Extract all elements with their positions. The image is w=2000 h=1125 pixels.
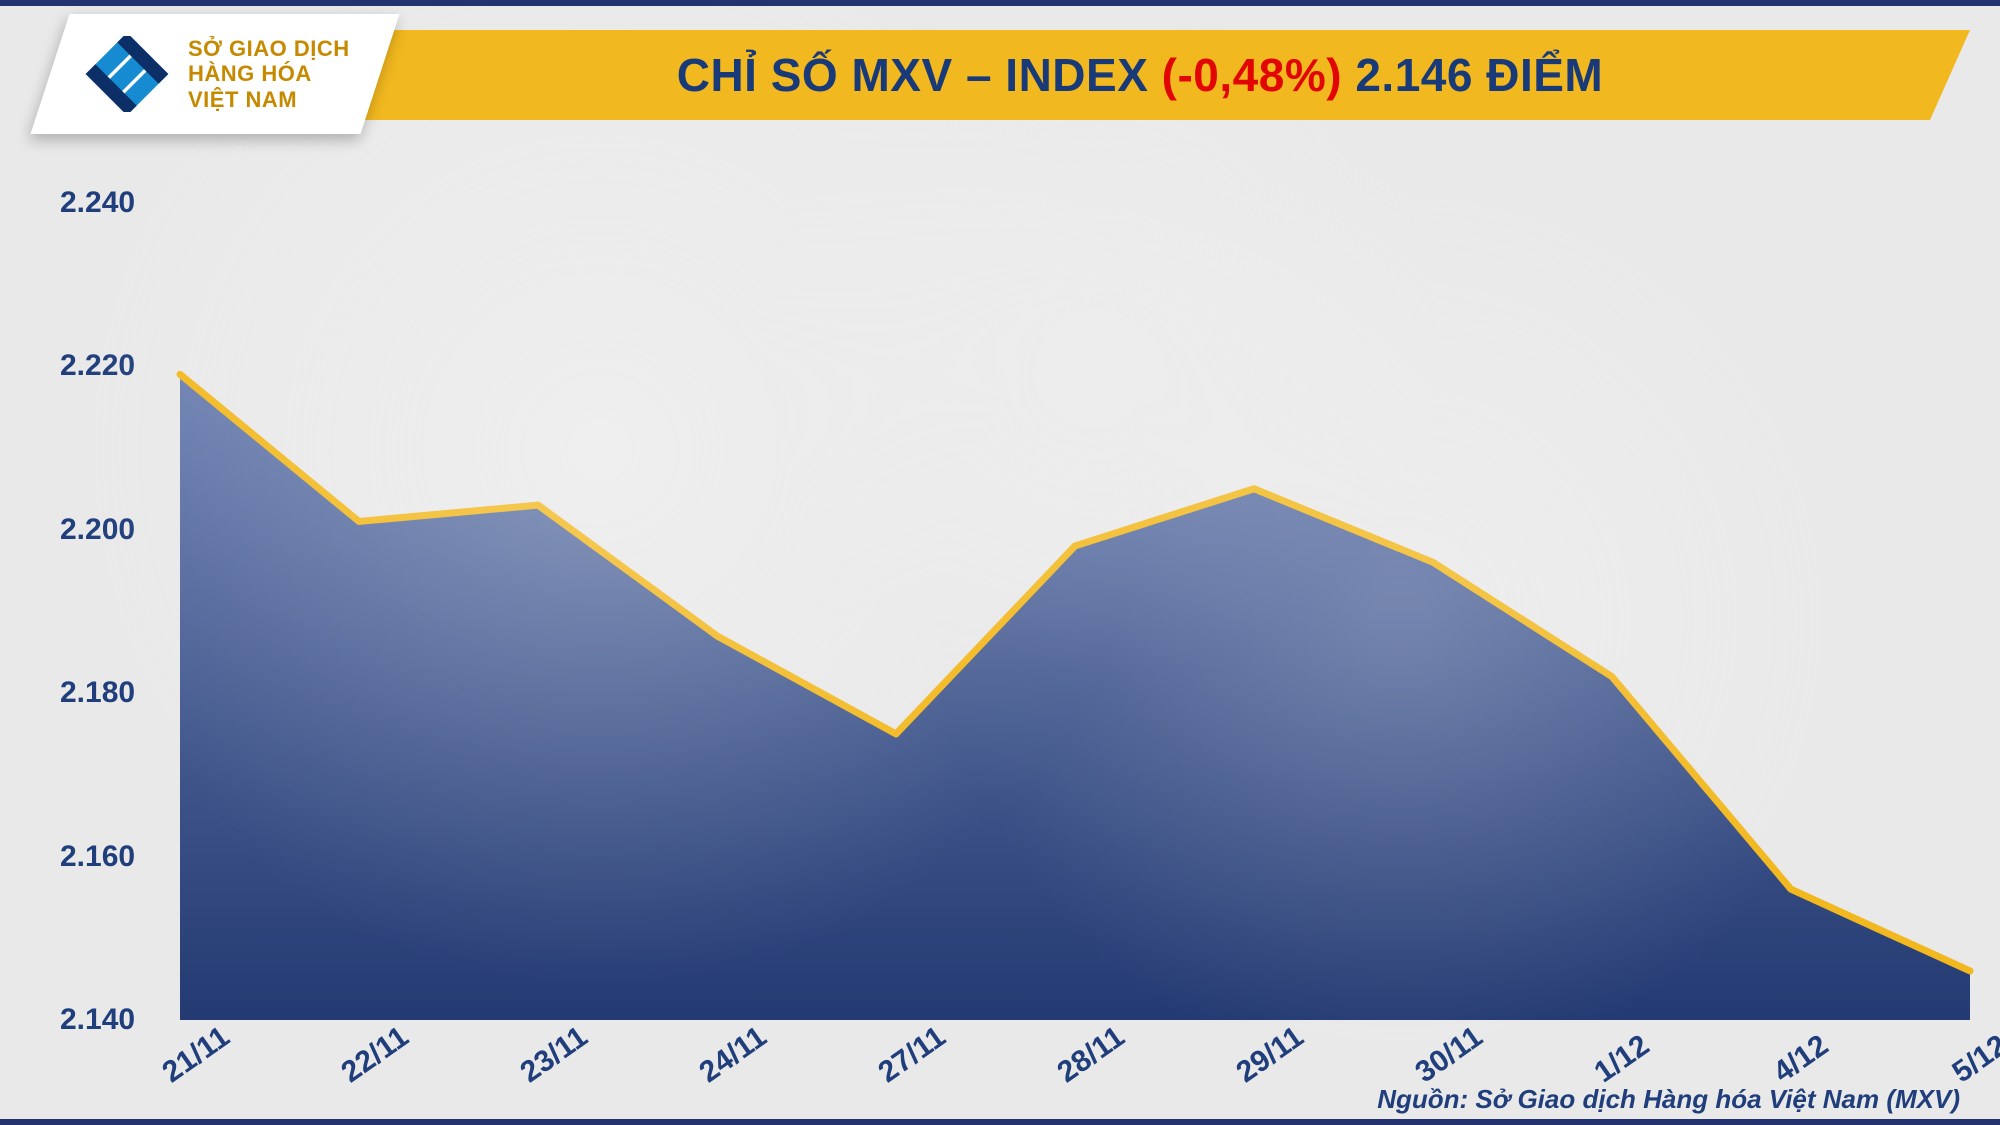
logo-line-2: HÀNG HÓA (188, 61, 350, 86)
y-tick-label: 2.180 (60, 676, 135, 710)
x-axis-labels: 21/1122/1123/1124/1127/1128/1129/1130/11… (180, 1030, 1970, 1090)
logo-line-1: SỞ GIAO DỊCH (188, 36, 350, 61)
x-tick-label: 29/11 (1230, 1020, 1310, 1090)
y-tick-label: 2.220 (60, 349, 135, 383)
title-banner: CHỈ SỐ MXV – INDEX (-0,48%) 2.146 ĐIỂM (310, 30, 1970, 120)
y-tick-label: 2.140 (60, 1003, 135, 1037)
y-tick-label: 2.240 (60, 186, 135, 220)
area-fill (180, 374, 1970, 1020)
top-accent-bar (0, 0, 2000, 6)
y-axis-labels: 2.1402.1602.1802.2002.2202.240 (60, 170, 170, 1020)
x-tick-label: 21/11 (156, 1020, 236, 1090)
x-tick-label: 5/12 (1946, 1029, 2000, 1090)
mxv-logo-icon (84, 36, 170, 112)
x-tick-label: 23/11 (514, 1020, 594, 1090)
plot-area (180, 170, 1970, 1020)
y-tick-label: 2.160 (60, 840, 135, 874)
title-text: CHỈ SỐ MXV – INDEX (-0,48%) 2.146 ĐIỂM (677, 48, 1604, 102)
x-tick-label: 27/11 (872, 1020, 952, 1090)
area-chart-svg (180, 170, 1970, 1020)
chart-frame: SỞ GIAO DỊCH HÀNG HÓA VIỆT NAM CHỈ SỐ MX… (0, 0, 2000, 1125)
source-attribution: Nguồn: Sở Giao dịch Hàng hóa Việt Nam (M… (1377, 1084, 1960, 1115)
chart-area: 2.1402.1602.1802.2002.2202.240 (60, 170, 1970, 1020)
title-pct: (-0,48%) (1162, 49, 1342, 101)
x-tick-label: 1/12 (1588, 1029, 1655, 1090)
x-tick-label: 22/11 (335, 1020, 415, 1090)
logo-card: SỞ GIAO DỊCH HÀNG HÓA VIỆT NAM (31, 14, 400, 134)
bottom-accent-bar (0, 1119, 2000, 1125)
x-tick-label: 30/11 (1409, 1020, 1489, 1090)
x-tick-label: 28/11 (1051, 1020, 1131, 1090)
y-tick-label: 2.200 (60, 513, 135, 547)
title-prefix: CHỈ SỐ MXV – INDEX (677, 49, 1162, 101)
x-tick-label: 4/12 (1767, 1029, 1834, 1090)
title-suffix: 2.146 ĐIỂM (1342, 49, 1603, 101)
logo-line-3: VIỆT NAM (188, 87, 350, 112)
x-tick-label: 24/11 (693, 1020, 773, 1090)
logo-text: SỞ GIAO DỊCH HÀNG HÓA VIỆT NAM (188, 36, 350, 112)
